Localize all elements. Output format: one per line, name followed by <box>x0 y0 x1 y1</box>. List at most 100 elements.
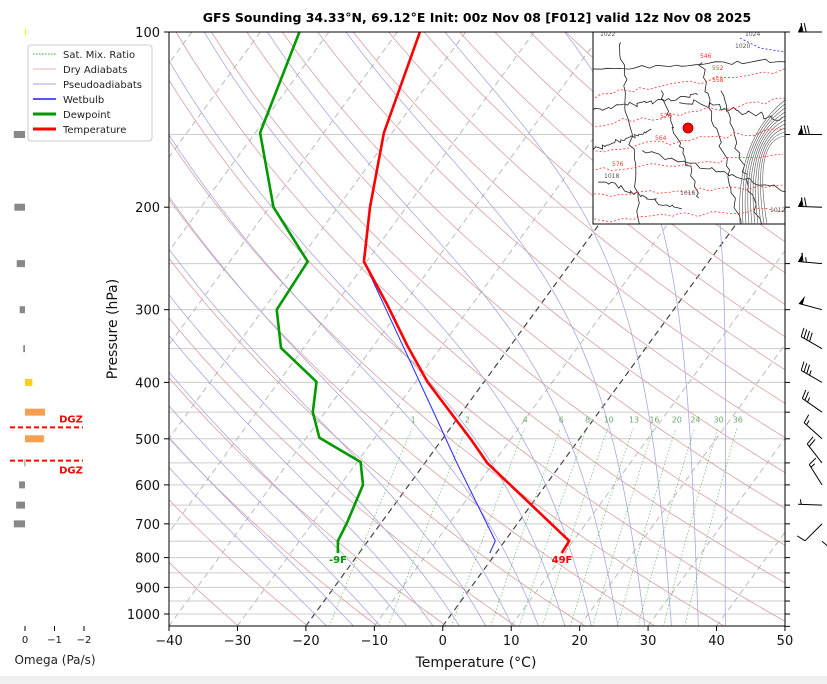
map-contour-label: 1012 <box>770 207 785 214</box>
map-contour-label: 1020 <box>735 43 750 50</box>
barb-half <box>799 499 802 505</box>
mixing-ratio-line <box>519 428 588 626</box>
map-border-line <box>593 128 652 151</box>
barb-full <box>804 197 807 207</box>
pseudoadiabat <box>169 371 408 626</box>
dry-adiabat <box>494 32 785 274</box>
barb-full <box>803 22 807 33</box>
map-height-contour <box>595 128 783 153</box>
y-tick-label: 100 <box>135 26 160 41</box>
pseudoadiabat <box>345 32 646 626</box>
map-isobar <box>750 115 785 224</box>
barb-full <box>800 22 804 33</box>
pseudoadiabat <box>169 405 381 626</box>
map-border-line <box>660 90 699 199</box>
map-height-contour <box>593 207 785 223</box>
mixing-ratio-line <box>592 428 654 626</box>
omega-bar <box>25 28 26 36</box>
y-tick-label: 500 <box>135 433 160 448</box>
mixing-ratio-line <box>663 428 718 626</box>
temperature-line <box>362 32 571 554</box>
y-tick-label: 800 <box>135 552 160 567</box>
map-contour-label: 1016 <box>680 190 695 197</box>
map-isobar <box>744 107 785 224</box>
dry-adiabat <box>169 198 656 626</box>
map-height-contour <box>594 68 785 99</box>
omega-bar <box>25 378 33 386</box>
x-tick-label: −30 <box>224 634 251 649</box>
chart-title: GFS Sounding 34.33°N, 69.12°E Init: 00z … <box>203 10 751 25</box>
barb-full <box>800 197 804 207</box>
omega-bar <box>13 520 25 528</box>
y-tick-label: 300 <box>135 304 160 319</box>
map-isobar <box>762 135 785 224</box>
map-contour-label: 576 <box>612 161 624 168</box>
profiles <box>258 32 571 554</box>
omega-panel: 0 −1 −2 DGZ DGZ <box>10 28 91 646</box>
mixing-ratio-label: 1 <box>411 415 416 424</box>
wind-barbs <box>796 22 827 547</box>
x-tick-label: 10 <box>503 634 520 649</box>
mixing-ratio-label: 36 <box>733 415 743 424</box>
barb-full <box>803 414 810 423</box>
legend: Sat. Mix. Ratio Dry Adiabats Pseudoadiabat… <box>27 44 153 142</box>
barb-full <box>806 364 811 374</box>
map-isobar <box>752 119 785 224</box>
map-border-line <box>720 90 763 224</box>
x-tick-label: 30 <box>640 634 657 649</box>
x-tick-label: 40 <box>708 634 725 649</box>
map-isobar <box>760 131 785 224</box>
legend-label: Sat. Mix. Ratio <box>63 50 135 61</box>
omega-bar <box>14 203 25 211</box>
map-border-line <box>593 58 785 70</box>
dry-adiabat <box>169 317 517 626</box>
mixing-ratio-label: 2 <box>465 415 470 424</box>
wind-barb <box>796 523 823 542</box>
barb-staff <box>806 443 823 464</box>
dgz-label: DGZ <box>59 414 83 425</box>
mixing-ratio-label: 24 <box>690 415 700 424</box>
wind-barb <box>797 499 823 506</box>
pseudoadiabat <box>564 32 699 626</box>
map-border-line <box>679 99 783 121</box>
barb-staff <box>800 336 823 350</box>
barb-full <box>800 125 804 135</box>
mixing-ratio-label: 4 <box>523 415 528 424</box>
surface-temp-label: 49F <box>552 555 573 566</box>
barb-pennant <box>798 295 806 305</box>
isotherm <box>169 32 261 159</box>
isotherm <box>510 250 785 626</box>
barb-staff <box>797 503 823 506</box>
barb-half <box>805 257 807 263</box>
barb-full <box>808 457 817 465</box>
mixing-ratio-line <box>569 428 634 626</box>
map-isobar <box>747 111 785 224</box>
dry-adiabat <box>169 139 725 626</box>
map-isobar <box>757 127 785 224</box>
map-height-contour <box>595 154 784 172</box>
dry-adiabat <box>169 377 448 626</box>
pseudoadiabat <box>169 436 354 626</box>
map-contour-label: 564 <box>655 135 667 142</box>
pseudoadiabat <box>169 466 328 626</box>
map-contour-label: 1018 <box>604 173 619 180</box>
mixing-ratio-label: 8 <box>585 415 590 424</box>
map-height-contour <box>595 97 785 128</box>
dry-adiabat <box>281 32 785 474</box>
isotherm <box>169 32 604 626</box>
isotherm <box>784 625 785 626</box>
plot-frame <box>168 31 786 627</box>
map-contour-label: 570 <box>660 113 672 120</box>
isotherm <box>647 437 785 626</box>
x-tick-label: 50 <box>777 634 794 649</box>
wind-barb <box>800 361 823 383</box>
map-border-line <box>593 93 698 111</box>
map-border-line <box>619 42 640 224</box>
barb-full <box>803 125 807 135</box>
isotherm <box>169 32 467 440</box>
x-axis-label: Temperature (°C) <box>415 655 537 671</box>
dry-adiabat <box>169 257 586 626</box>
dgz-label: DGZ <box>59 466 83 477</box>
